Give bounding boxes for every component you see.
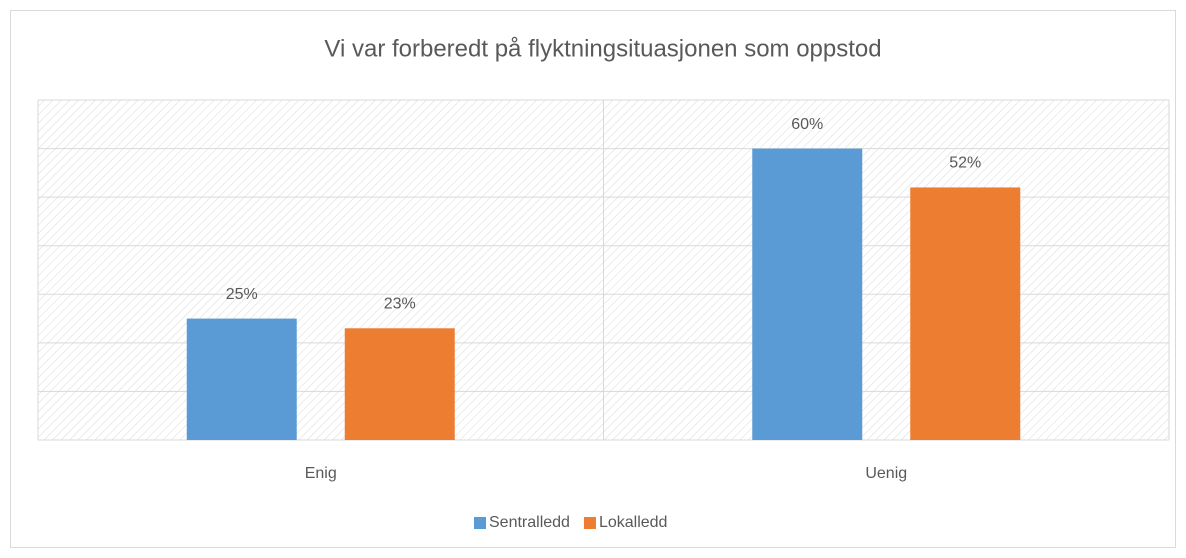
- legend-swatch: [583, 517, 596, 529]
- data-label: 52%: [949, 155, 981, 172]
- data-label: 25%: [226, 286, 258, 303]
- x-tick-label: Uenig: [865, 465, 907, 482]
- data-label: 23%: [384, 296, 416, 313]
- bar: [752, 148, 863, 441]
- legend-swatch: [474, 517, 486, 529]
- data-label: 60%: [791, 116, 823, 133]
- bar: [344, 328, 455, 440]
- legend-label: Lokalledd: [599, 514, 668, 531]
- chart-title: Vi var forberedt på flyktningsituasjonen…: [324, 35, 881, 62]
- bar: [910, 187, 1021, 440]
- x-tick-label: Enig: [305, 465, 337, 482]
- bar: [186, 318, 297, 440]
- legend-label: Sentralledd: [489, 514, 570, 531]
